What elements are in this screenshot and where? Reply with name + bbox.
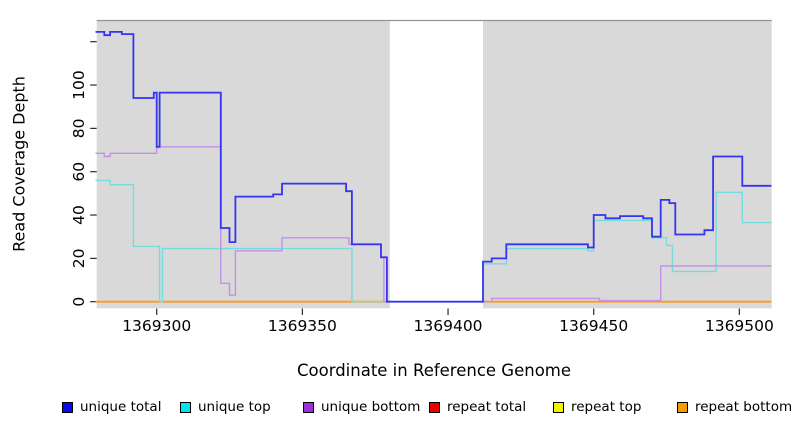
y-tick-label: 20 [70,248,88,268]
y-axis-title: Read Coverage Depth [10,76,29,252]
series-line-unique-bottom [95,146,772,303]
y-tick-label: 100 [70,70,88,100]
y-tick-label: 0 [70,297,88,307]
x-tick-label: 1369450 [559,317,628,335]
x-axis-title: Coordinate in Reference Genome [297,361,571,380]
masked-region [389,20,483,309]
x-tick-label: 1369350 [268,317,337,335]
y-tick-label: 80 [70,118,88,138]
chart-layers: 1369300 1369350 1369400 1369450 1369500 0 20 40… [70,19,774,335]
x-tick-label: 1369300 [122,317,191,335]
x-tick-label: 1369400 [414,317,483,335]
y-tick-label: 60 [70,162,88,182]
series-line-unique-total [95,31,772,303]
series-line-unique-top [95,179,772,303]
y-tick-label: 40 [70,205,88,225]
x-tick-label: 1369500 [705,317,774,335]
